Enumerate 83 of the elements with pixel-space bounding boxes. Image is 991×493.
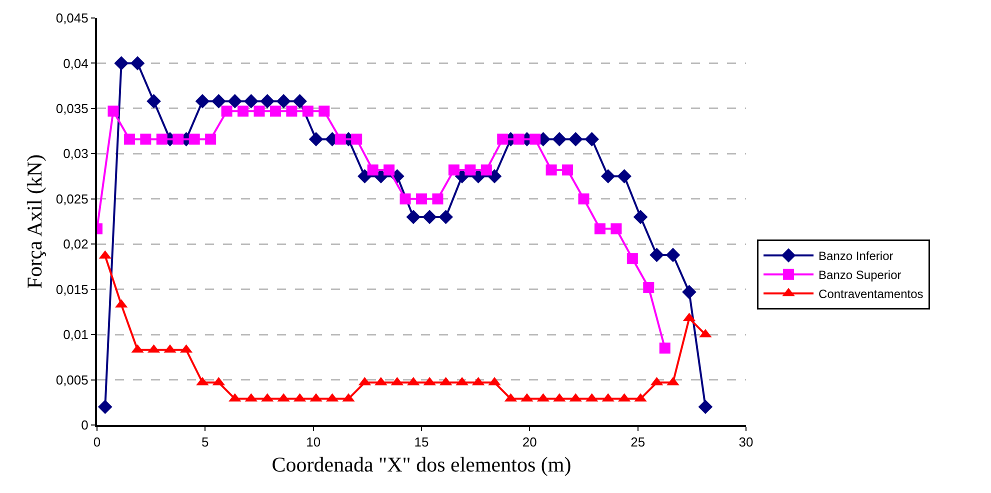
point: [584, 132, 600, 146]
legend-label: Banzo Inferior: [818, 249, 894, 264]
point: [578, 193, 590, 204]
point: [140, 134, 152, 145]
point: [568, 132, 583, 146]
y-tick-label: 0,02: [63, 236, 88, 252]
point: [480, 164, 492, 176]
point: [513, 134, 524, 145]
point: [546, 164, 557, 176]
y-tick-label: 0: [81, 418, 88, 433]
point: [659, 342, 670, 354]
point: [146, 94, 161, 108]
x-tick-label: 5: [202, 434, 209, 450]
legend-label: Contraventamentos: [818, 287, 924, 302]
point: [124, 134, 135, 145]
point: [318, 106, 330, 117]
point: [308, 132, 324, 146]
x-tick-label: 10: [306, 434, 321, 450]
x-tick-label: 0: [93, 434, 101, 450]
point: [238, 106, 249, 117]
point: [406, 210, 421, 224]
point: [270, 106, 281, 117]
point: [286, 106, 298, 117]
x-tick-label: 15: [414, 434, 429, 450]
point: [114, 56, 128, 70]
point: [292, 94, 307, 108]
point: [358, 169, 372, 184]
point: [650, 248, 664, 262]
point: [195, 94, 210, 108]
point: [228, 94, 242, 108]
point: [552, 132, 567, 146]
point: [448, 164, 460, 176]
point: [205, 134, 216, 145]
point: [172, 134, 184, 145]
point: [276, 94, 291, 108]
point: [351, 134, 362, 145]
point: [130, 56, 145, 70]
point: [384, 164, 395, 176]
point: [244, 94, 258, 108]
point: [682, 284, 696, 300]
point: [188, 134, 200, 145]
point: [610, 223, 622, 234]
y-tick-label: 0,025: [56, 191, 88, 206]
y-axis-title: Força Axil (kN): [22, 154, 47, 289]
point: [497, 134, 508, 145]
point: [302, 106, 314, 117]
point: [156, 134, 168, 145]
y-tick-label: 0,045: [56, 10, 88, 26]
point: [400, 193, 411, 204]
y-tick-label: 0,03: [63, 146, 88, 162]
y-tick-label: 0,01: [63, 327, 88, 342]
point: [464, 164, 476, 176]
x-tick-label: 25: [630, 434, 646, 450]
point: [422, 210, 437, 224]
point: [221, 106, 232, 117]
y-tick-label: 0,015: [56, 282, 88, 297]
point: [626, 253, 638, 264]
point: [633, 210, 648, 224]
y-tick-label: 0,035: [56, 100, 88, 116]
point: [666, 248, 680, 262]
point: [617, 169, 632, 184]
point: [594, 223, 606, 234]
point: [98, 400, 112, 414]
point: [600, 169, 616, 184]
x-axis-title: Coordenada "X" dos elementos (m): [272, 452, 572, 476]
point: [643, 282, 654, 294]
x-tick-label: 30: [738, 434, 754, 450]
point: [416, 193, 427, 204]
x-tick-label: 20: [522, 434, 537, 450]
point: [212, 94, 226, 108]
point: [438, 210, 453, 224]
y-tick-label: 0,04: [63, 56, 88, 71]
point: [260, 94, 275, 108]
point: [367, 164, 378, 176]
point: [562, 164, 574, 176]
point: [530, 134, 541, 145]
y-tick-label: 0,005: [56, 372, 88, 388]
point: [108, 106, 119, 117]
point: [334, 134, 346, 145]
point: [698, 400, 713, 414]
legend-label: Banzo Superior: [818, 268, 902, 282]
point: [254, 106, 265, 117]
point: [432, 193, 444, 204]
